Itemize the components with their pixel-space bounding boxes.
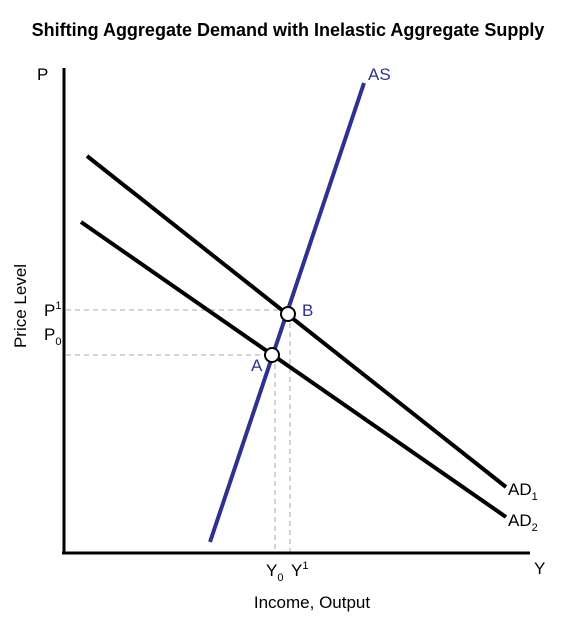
x-axis-letter: Y <box>534 559 545 578</box>
y0-level-label: Y0 <box>266 561 283 584</box>
diagram-title: Shifting Aggregate Demand with Inelastic… <box>31 20 545 40</box>
equilibrium-point-b <box>280 306 296 322</box>
p0-level-label: P0 <box>44 325 61 348</box>
y1-level-label: Y1 <box>291 560 308 580</box>
as-curve-label: AS <box>368 65 391 84</box>
y-axis-letter: P <box>37 65 48 84</box>
p1-level-label: P1 <box>44 300 61 320</box>
ad1-curve <box>85 154 508 489</box>
ad1-curve-label: AD1 <box>508 480 538 503</box>
ad2-curve <box>79 220 508 519</box>
point-a-label: A <box>251 356 263 375</box>
y-axis-title: Price Level <box>11 264 30 348</box>
point-b-label: B <box>302 301 313 320</box>
ad2-curve-label: AD2 <box>508 511 538 534</box>
equilibrium-point-a <box>264 347 280 363</box>
x-axis-title: Income, Output <box>254 593 371 612</box>
